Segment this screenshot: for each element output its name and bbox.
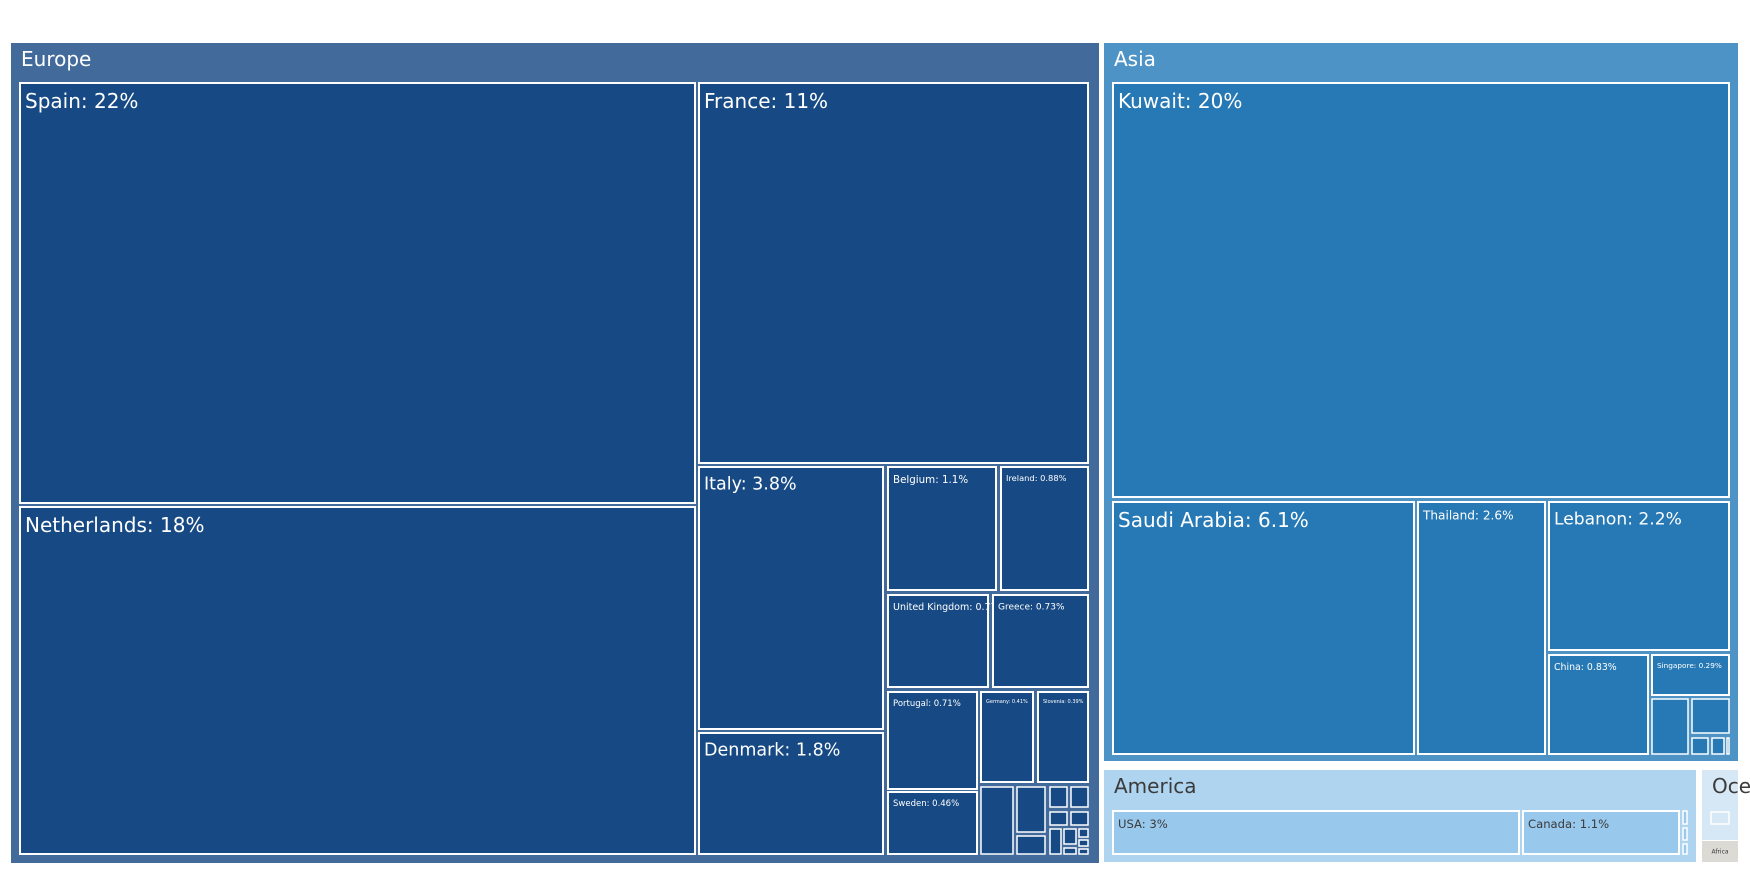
- tile-ireland: [1000, 466, 1089, 591]
- europe-small-tile: [1049, 786, 1068, 808]
- europe-small-tile: [1063, 847, 1077, 855]
- tile-label-denmark: Denmark: 1.8%: [704, 741, 840, 761]
- tile-denmark: [698, 732, 884, 855]
- tile-kuwait: [1112, 82, 1730, 498]
- europe-group-label: Europe: [21, 47, 91, 71]
- tile-france: [698, 82, 1089, 464]
- america-small-tile: [1682, 810, 1688, 825]
- tile-germany: [980, 691, 1034, 783]
- tile-label-usa: USA: 3%: [1118, 817, 1168, 831]
- tile-greece: [992, 594, 1089, 688]
- africa-group-background: [1702, 841, 1738, 862]
- oceania-small-tile: [1710, 811, 1730, 825]
- tile-label-france: France: 11%: [704, 89, 828, 113]
- europe-small-tile: [1016, 835, 1046, 855]
- europe-small-tile: [1016, 786, 1046, 833]
- tile-label-kuwait: Kuwait: 20%: [1118, 89, 1242, 113]
- tile-label-ireland: Ireland: 0.88%: [1006, 473, 1067, 483]
- tile-label-greece: Greece: 0.73%: [998, 603, 1065, 613]
- tile-spain: [19, 82, 696, 504]
- tile-label-united-kingdom: United Kingdom: 0.77%: [893, 602, 1006, 613]
- asia-small-tile: [1651, 698, 1689, 755]
- tile-label-netherlands: Netherlands: 18%: [25, 513, 204, 537]
- tile-belgium: [887, 466, 997, 591]
- tile-thailand: [1417, 501, 1546, 755]
- tile-label-sweden: Sweden: 0.46%: [893, 799, 959, 809]
- tile-singapore: [1651, 654, 1730, 696]
- tile-label-slovenia: Slovenia: 0.39%: [1043, 699, 1084, 705]
- tile-label-lebanon: Lebanon: 2.2%: [1554, 509, 1682, 529]
- asia-small-tile: [1691, 698, 1730, 734]
- tile-saudi-arabia: [1112, 501, 1415, 755]
- america-group-label: America: [1114, 774, 1197, 798]
- tile-label-saudi-arabia: Saudi Arabia: 6.1%: [1118, 508, 1309, 532]
- africa-group-label: Africa: [1711, 849, 1728, 856]
- asia-small-tile: [1726, 737, 1730, 755]
- oceania-group-label: Oceania: [1712, 774, 1750, 798]
- oceania-group-background: [1702, 770, 1738, 840]
- tile-netherlands: [19, 506, 696, 855]
- tile-canada: [1522, 810, 1680, 855]
- asia-small-tile: [1711, 737, 1725, 755]
- europe-small-tile: [1078, 828, 1089, 838]
- europe-small-tile: [1063, 828, 1077, 845]
- america-small-tile: [1682, 843, 1688, 855]
- tile-label-singapore: Singapore: 0.29%: [1657, 661, 1722, 670]
- europe-small-tile: [1070, 811, 1089, 826]
- tile-slovenia: [1037, 691, 1089, 783]
- tile-label-china: China: 0.83%: [1554, 662, 1617, 673]
- asia-small-tile: [1691, 737, 1709, 755]
- tile-label-germany: Germany: 0.41%: [986, 699, 1028, 705]
- tile-label-italy: Italy: 3.8%: [704, 475, 797, 495]
- tile-portugal: [887, 691, 978, 790]
- tile-sweden: [887, 791, 978, 855]
- america-small-tile: [1682, 827, 1688, 841]
- europe-small-tile: [1049, 828, 1062, 855]
- asia-group-label: Asia: [1114, 47, 1156, 71]
- europe-small-tile: [1078, 839, 1089, 847]
- tile-lebanon: [1548, 501, 1730, 651]
- tile-label-belgium: Belgium: 1.1%: [893, 474, 968, 486]
- tile-label-canada: Canada: 1.1%: [1528, 817, 1609, 831]
- europe-small-tile: [1078, 848, 1089, 855]
- tile-italy: [698, 466, 884, 730]
- tile-china: [1548, 654, 1649, 755]
- tile-united-kingdom: [887, 594, 989, 688]
- tile-usa: [1112, 810, 1520, 855]
- tile-label-portugal: Portugal: 0.71%: [893, 699, 961, 709]
- tile-label-spain: Spain: 22%: [25, 89, 138, 113]
- tile-label-thailand: Thailand: 2.6%: [1422, 508, 1514, 522]
- europe-small-tile: [1049, 811, 1068, 826]
- europe-small-tile: [1070, 786, 1089, 808]
- europe-small-tile: [980, 786, 1014, 855]
